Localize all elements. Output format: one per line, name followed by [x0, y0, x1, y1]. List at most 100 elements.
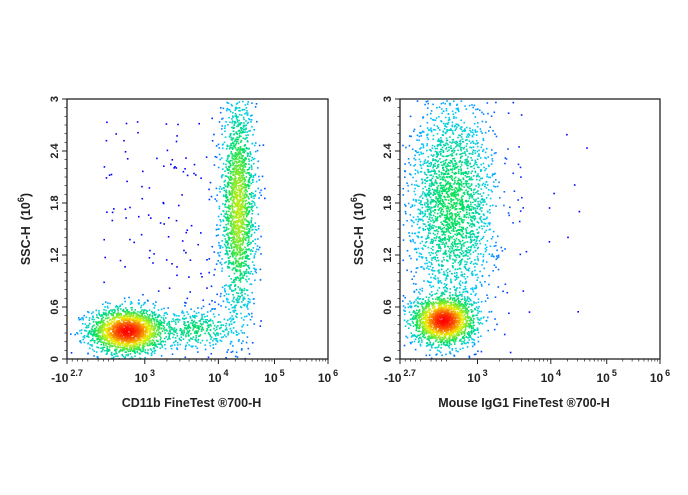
data-point — [106, 326, 108, 328]
data-point — [172, 353, 174, 355]
data-point — [249, 231, 251, 233]
data-point — [225, 200, 227, 202]
data-point — [254, 204, 256, 206]
data-point — [225, 213, 227, 215]
data-point — [233, 125, 235, 127]
data-point — [117, 321, 119, 323]
data-point — [230, 198, 232, 200]
data-point — [136, 351, 138, 353]
data-point — [256, 249, 258, 251]
data-point — [165, 348, 167, 350]
data-point — [218, 304, 220, 306]
data-point — [235, 178, 237, 180]
data-point — [202, 300, 204, 302]
data-point — [223, 230, 225, 232]
data-point — [236, 103, 238, 105]
data-point — [205, 319, 207, 321]
data-point — [237, 246, 239, 248]
data-point — [210, 324, 212, 326]
data-point — [441, 282, 443, 284]
data-point — [208, 320, 210, 322]
data-point — [229, 136, 231, 138]
data-point — [108, 330, 110, 332]
data-point — [252, 157, 254, 159]
data-point — [241, 165, 243, 167]
data-point — [447, 297, 449, 299]
data-point — [111, 326, 113, 328]
data-point — [136, 340, 138, 342]
data-point — [240, 200, 242, 202]
data-point — [167, 150, 169, 152]
data-point — [108, 328, 110, 330]
data-point — [226, 148, 228, 150]
data-point — [126, 123, 128, 125]
data-point — [126, 318, 128, 320]
data-point — [201, 276, 203, 278]
data-point — [239, 220, 241, 222]
data-point — [193, 173, 195, 175]
data-point — [239, 234, 241, 236]
data-point — [132, 320, 134, 322]
data-point — [206, 315, 208, 317]
data-point — [230, 134, 232, 136]
data-point — [156, 158, 158, 160]
data-point — [94, 350, 96, 352]
data-point — [245, 144, 247, 146]
data-point — [160, 323, 162, 325]
data-point — [429, 349, 431, 351]
data-point — [228, 308, 230, 310]
data-point — [152, 317, 154, 319]
data-point — [125, 335, 127, 337]
data-point — [184, 315, 186, 317]
data-point — [242, 256, 244, 258]
data-point — [239, 147, 241, 149]
data-point — [127, 345, 129, 347]
data-point — [257, 238, 259, 240]
data-point — [106, 122, 108, 124]
data-point — [155, 336, 157, 338]
data-point — [147, 323, 149, 325]
data-point — [119, 323, 121, 325]
data-point — [103, 320, 105, 322]
data-point — [237, 189, 239, 191]
data-point — [245, 193, 247, 195]
data-point — [146, 318, 148, 320]
data-point — [223, 108, 225, 110]
data-point — [246, 272, 248, 274]
data-point — [96, 351, 98, 353]
data-point — [222, 143, 224, 145]
data-point — [152, 351, 154, 353]
data-point — [246, 148, 248, 150]
data-point — [253, 298, 255, 300]
data-point — [109, 336, 111, 338]
data-point — [250, 253, 252, 255]
data-point — [103, 239, 105, 241]
data-point — [231, 227, 233, 229]
data-point — [196, 322, 198, 324]
data-point — [219, 340, 221, 342]
data-point — [248, 241, 250, 243]
data-point — [247, 245, 249, 247]
data-point — [232, 148, 234, 150]
data-point — [186, 325, 188, 327]
data-point — [248, 258, 250, 260]
data-point — [235, 212, 237, 214]
data-point — [138, 299, 140, 301]
data-point — [226, 293, 228, 295]
data-point — [264, 198, 266, 200]
data-point — [231, 137, 233, 139]
data-point — [245, 104, 247, 106]
data-point — [227, 247, 229, 249]
data-point — [252, 229, 254, 231]
data-point — [402, 300, 404, 302]
data-point — [98, 310, 100, 312]
data-point — [225, 242, 227, 244]
data-point — [240, 231, 242, 233]
data-point — [127, 347, 129, 349]
data-point — [241, 212, 243, 214]
data-point — [232, 269, 234, 271]
data-point — [151, 311, 153, 313]
data-point — [245, 256, 247, 258]
data-point — [225, 284, 227, 286]
data-point — [148, 317, 150, 319]
